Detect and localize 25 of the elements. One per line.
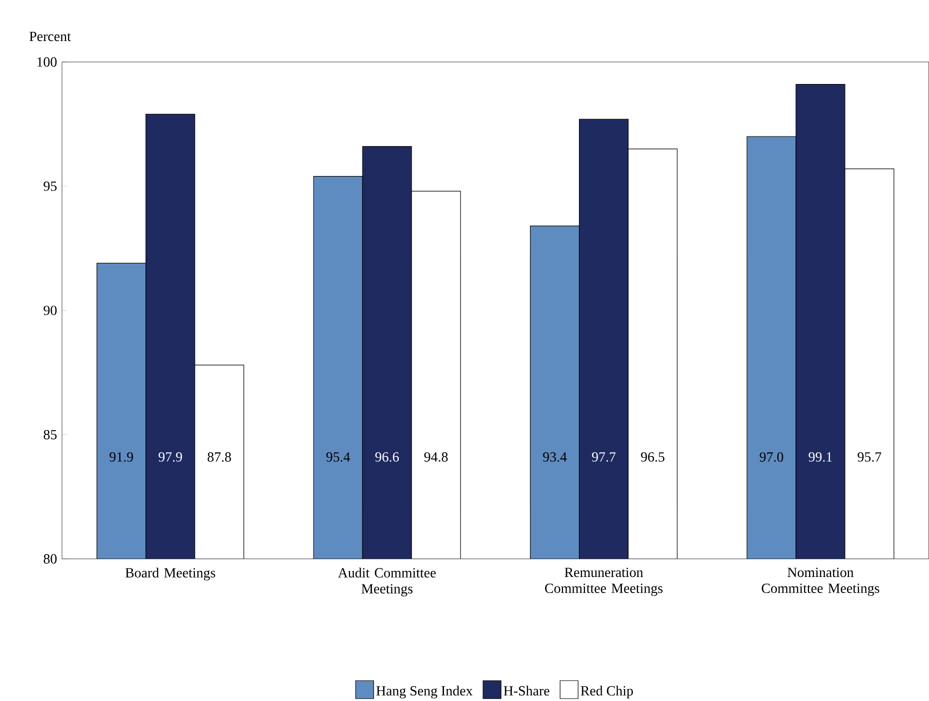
data-label: 96.6 [375, 452, 399, 462]
data-label: 97.7 [592, 452, 616, 462]
y-tick-label: 90 [44, 305, 57, 315]
data-label: 97.0 [760, 452, 784, 462]
data-label: 91.9 [110, 452, 134, 462]
data-label: 87.8 [208, 452, 231, 462]
data-label: 93.4 [543, 452, 567, 462]
y-tick-label: 95 [44, 181, 57, 191]
y-tick-label: 80 [44, 554, 57, 564]
data-label: 97.9 [158, 452, 182, 462]
x-tick-label: Board Meetings [125, 567, 216, 580]
x-tick-label: Remuneration Committee Meetings [545, 567, 663, 596]
legend-label: Red Chip [580, 685, 633, 698]
y-axis-title: Percent [29, 32, 71, 41]
data-label: 94.8 [424, 452, 448, 462]
data-label: 95.7 [858, 452, 882, 462]
x-tick-label: Nomination Committee Meetings [762, 567, 880, 596]
data-label: 95.4 [326, 452, 350, 462]
data-label: 99.1 [808, 452, 832, 462]
x-tick-label: Audit Committee Meetings [338, 567, 436, 596]
data-label: 96.5 [640, 452, 664, 462]
legend-label: H-Share [504, 685, 550, 696]
y-tick-label: 100 [37, 57, 57, 66]
y-tick-label: 85 [44, 430, 57, 440]
legend-label: Hang Seng Index [376, 685, 473, 698]
